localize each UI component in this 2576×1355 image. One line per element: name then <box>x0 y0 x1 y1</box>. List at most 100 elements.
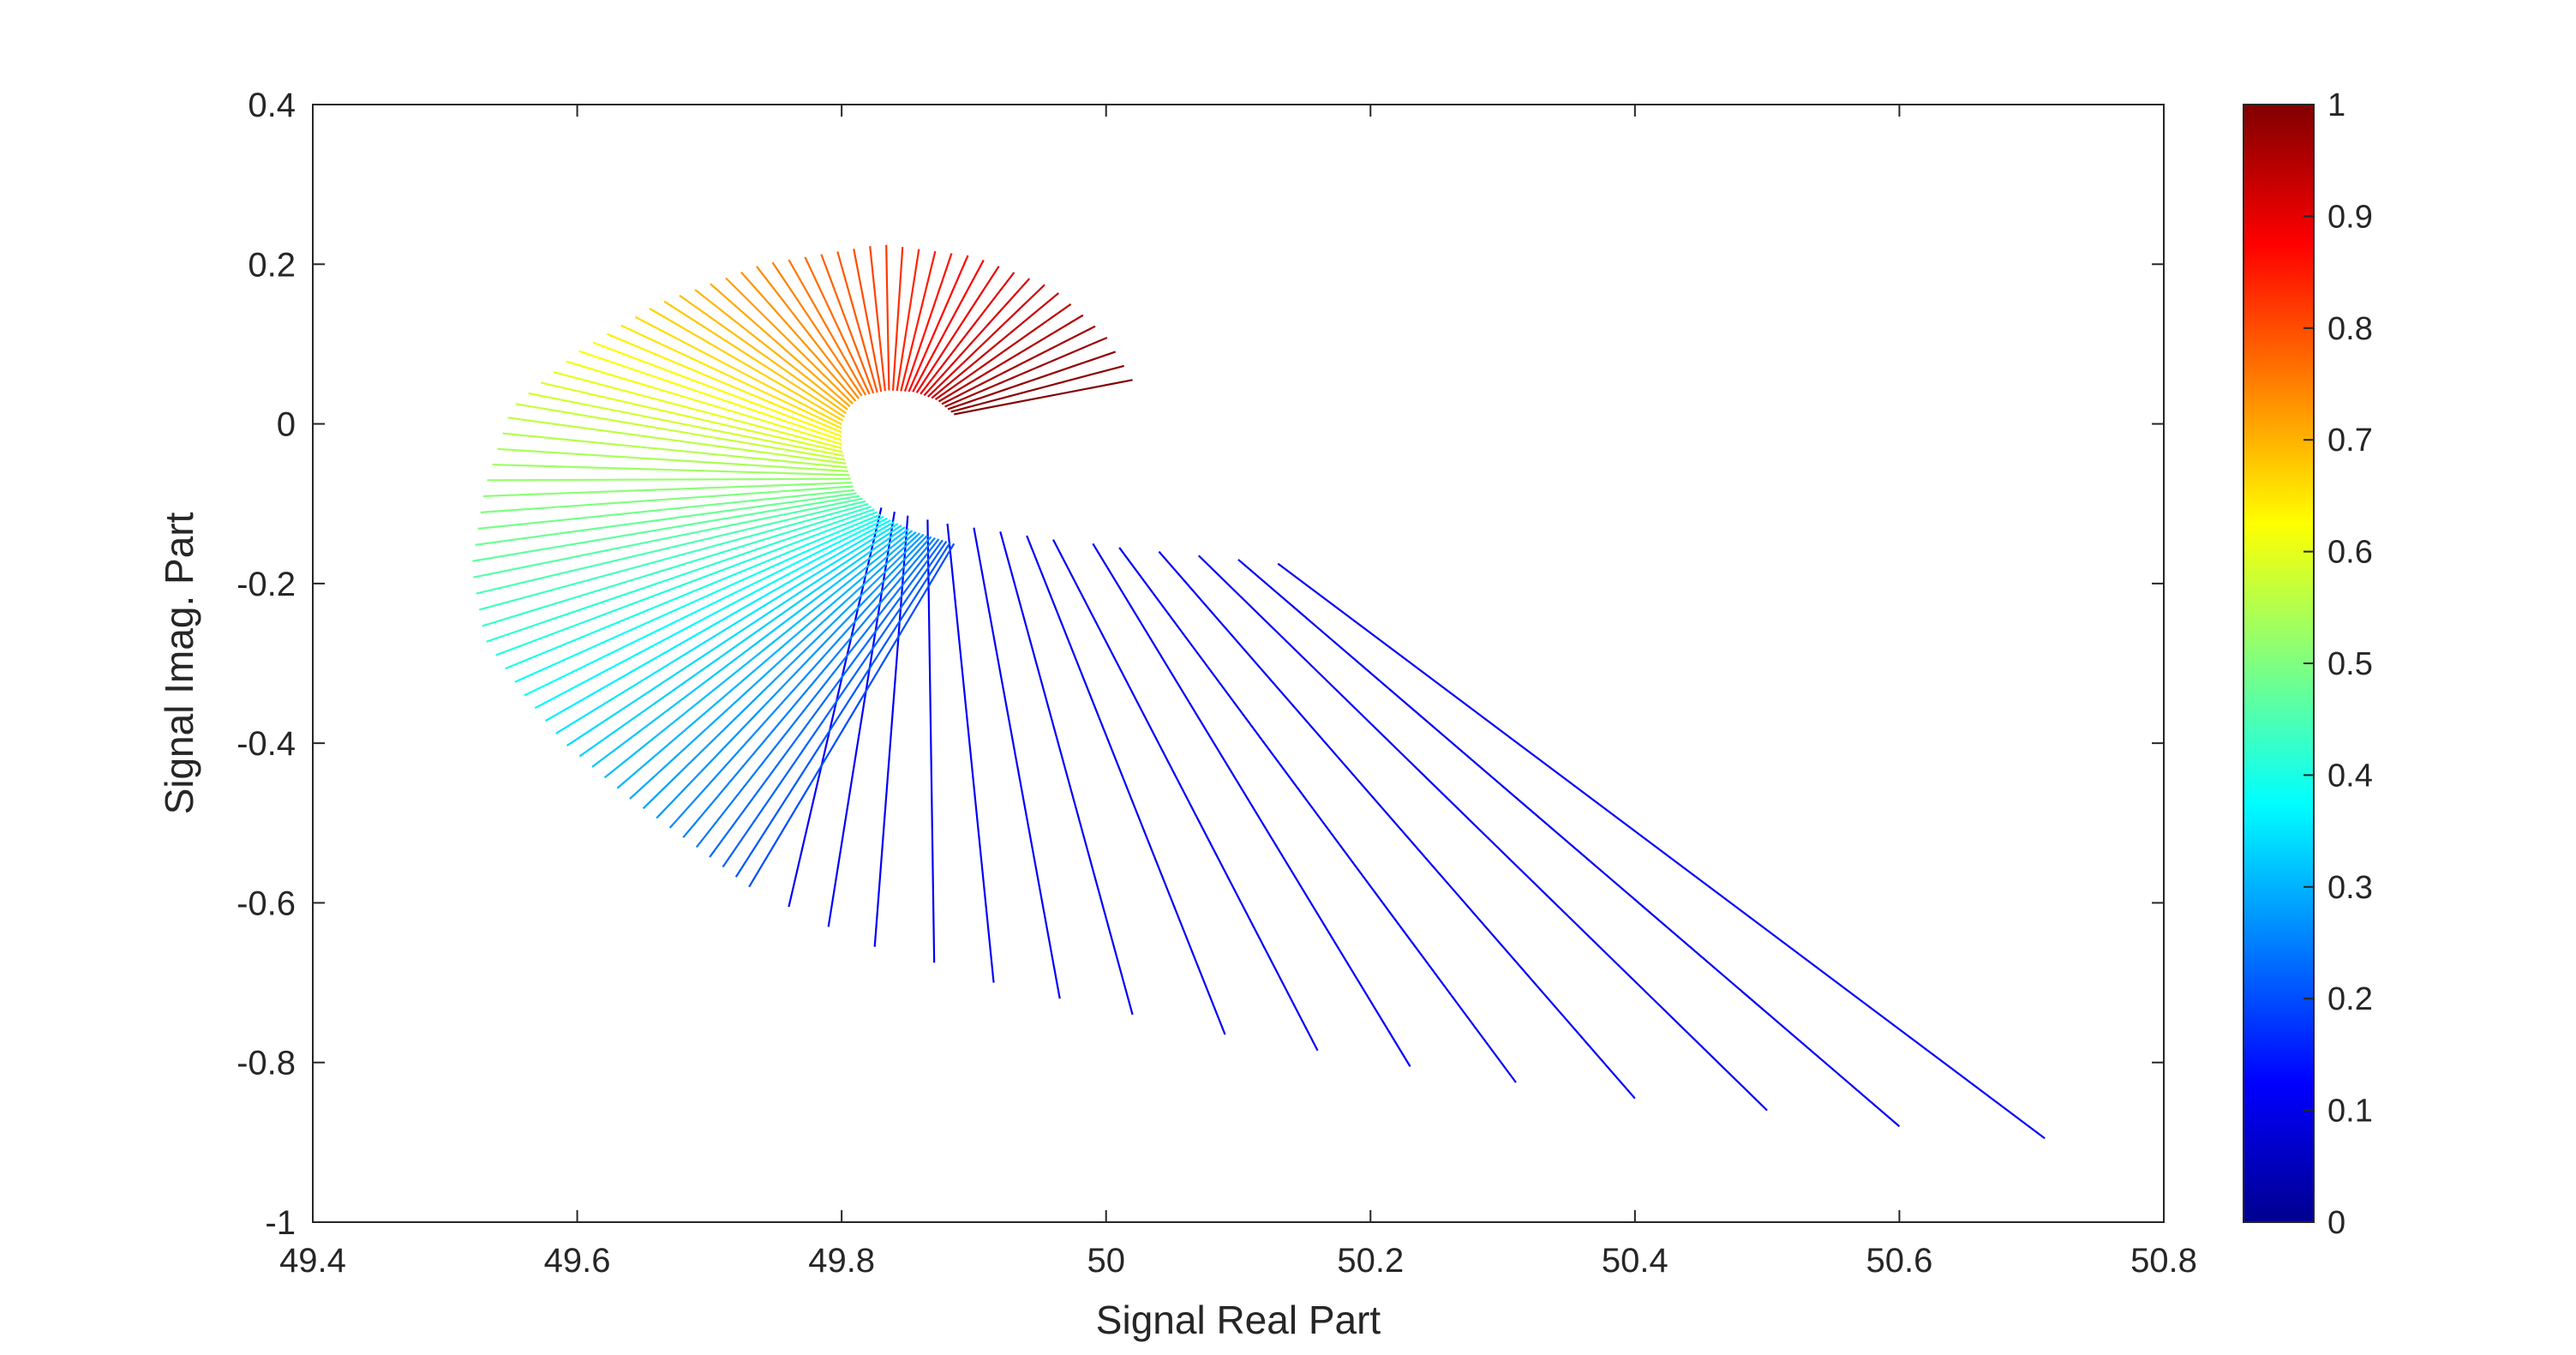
data-segment <box>544 521 896 722</box>
y-axis-ticks: 0.4 0.2 0 -0.2 -0.4 -0.6 -0.8 -1 <box>237 87 2164 1242</box>
x-tick-label: 50.6 <box>1866 1242 1932 1280</box>
data-segment <box>938 314 1084 403</box>
x-tick-label: 49.6 <box>544 1242 611 1280</box>
data-segment <box>507 417 847 465</box>
data-segment <box>472 495 860 562</box>
data-segment <box>999 531 1134 1016</box>
colorbar-gradient <box>2243 104 2315 1223</box>
data-segment <box>616 531 917 789</box>
data-segment <box>475 492 857 546</box>
data-segment <box>740 271 857 402</box>
data-segment <box>592 341 842 438</box>
data-segment <box>629 532 920 800</box>
data-segment <box>487 477 851 482</box>
data-segment <box>915 266 1000 393</box>
data-segment <box>947 351 1117 411</box>
data-segment <box>486 508 875 643</box>
data-segment <box>820 254 875 394</box>
data-segment <box>941 325 1096 405</box>
colorbar-tick-label: 0.4 <box>2327 758 2373 794</box>
data-segment <box>649 307 844 422</box>
plot-area: 49.4 49.6 49.8 50 50.2 50.4 50.6 50.8 0.4 0.2 0 -0… <box>237 87 2197 1280</box>
data-segment <box>528 392 844 458</box>
data-segment <box>668 536 932 829</box>
data-segment <box>541 381 843 453</box>
y-tick-label: -0.4 <box>237 725 296 763</box>
colorbar-tick-label: 0.9 <box>2327 199 2373 235</box>
data-segment <box>873 515 909 947</box>
data-segment <box>555 523 899 734</box>
data-segment <box>973 527 1061 999</box>
colorbar-tick-label: 0.2 <box>2327 981 2373 1017</box>
colorbar-tick-label: 1 <box>2327 87 2345 123</box>
data-segment <box>946 523 995 983</box>
data-segment <box>1237 559 1901 1128</box>
y-tick-label: -0.8 <box>237 1045 296 1082</box>
data-segment <box>482 506 872 627</box>
data-segment <box>885 244 890 391</box>
data-segment <box>524 517 888 697</box>
data-segment <box>748 543 956 888</box>
data-segment <box>1052 539 1319 1052</box>
x-tick-label: 50 <box>1087 1242 1125 1280</box>
colorbar-ticks: 0 0.1 0.2 0.3 0.4 0.5 0.6 0.7 0.8 0.9 1 <box>2303 87 2373 1241</box>
data-segment <box>514 515 884 683</box>
data-segment <box>771 261 863 397</box>
data-segment <box>725 277 854 405</box>
data-segment <box>804 256 871 395</box>
data-segment <box>482 481 853 498</box>
colorbar-tick-label: 0.8 <box>2327 311 2373 347</box>
data-segment <box>756 266 860 399</box>
data-segment <box>620 324 842 429</box>
data-segment <box>492 463 850 477</box>
x-tick-label: 49.4 <box>279 1242 346 1280</box>
x-tick-label: 50.2 <box>1337 1242 1404 1280</box>
data-segment <box>473 497 863 579</box>
colorbar-tick-label: 0.5 <box>2327 646 2373 682</box>
y-tick-label: -1 <box>265 1204 296 1242</box>
data-segment <box>908 255 969 393</box>
data-segment <box>497 447 848 472</box>
data-segment <box>788 259 867 396</box>
data-segment <box>642 533 925 810</box>
data-segment <box>634 315 842 426</box>
y-tick-label: 0 <box>277 406 296 444</box>
data-segment <box>891 247 904 391</box>
data-segment <box>566 525 902 746</box>
data-segment <box>578 350 842 441</box>
data-segment <box>934 303 1072 400</box>
colorbar-tick-label: 0.6 <box>2327 535 2373 571</box>
data-segments <box>472 244 2046 1140</box>
data-segment <box>1158 550 1636 1100</box>
data-segment <box>709 539 944 858</box>
data-segment <box>480 485 854 513</box>
data-segment <box>1118 547 1517 1083</box>
data-segment <box>836 251 878 393</box>
data-segment <box>944 336 1108 408</box>
data-segment <box>923 278 1031 397</box>
y-tick-label: -0.6 <box>237 884 296 922</box>
x-tick-label: 50.8 <box>2130 1242 2197 1280</box>
x-tick-label: 49.8 <box>808 1242 875 1280</box>
y-tick-label: 0.2 <box>248 246 296 284</box>
colorbar-tick-label: 0.3 <box>2327 870 2373 906</box>
data-segment <box>722 540 948 868</box>
data-segment <box>502 432 848 469</box>
data-segment <box>954 379 1133 416</box>
data-segment <box>607 333 842 434</box>
y-tick-label: -0.2 <box>237 566 296 603</box>
data-segment <box>950 364 1124 413</box>
data-segment <box>505 513 881 670</box>
colorbar-tick-label: 0.1 <box>2327 1094 2373 1130</box>
data-segment <box>920 272 1015 395</box>
data-segment <box>896 249 920 392</box>
data-segment <box>926 519 936 963</box>
data-segment <box>553 371 842 450</box>
colorbar-tick-label: 0 <box>2327 1205 2345 1241</box>
data-segment <box>682 537 936 838</box>
data-segment <box>927 284 1045 398</box>
data-segment <box>734 542 951 878</box>
y-axis-label: Signal Imag. Part <box>157 512 201 814</box>
colorbar-tick-label: 0.7 <box>2327 423 2373 459</box>
data-segment <box>710 283 851 408</box>
